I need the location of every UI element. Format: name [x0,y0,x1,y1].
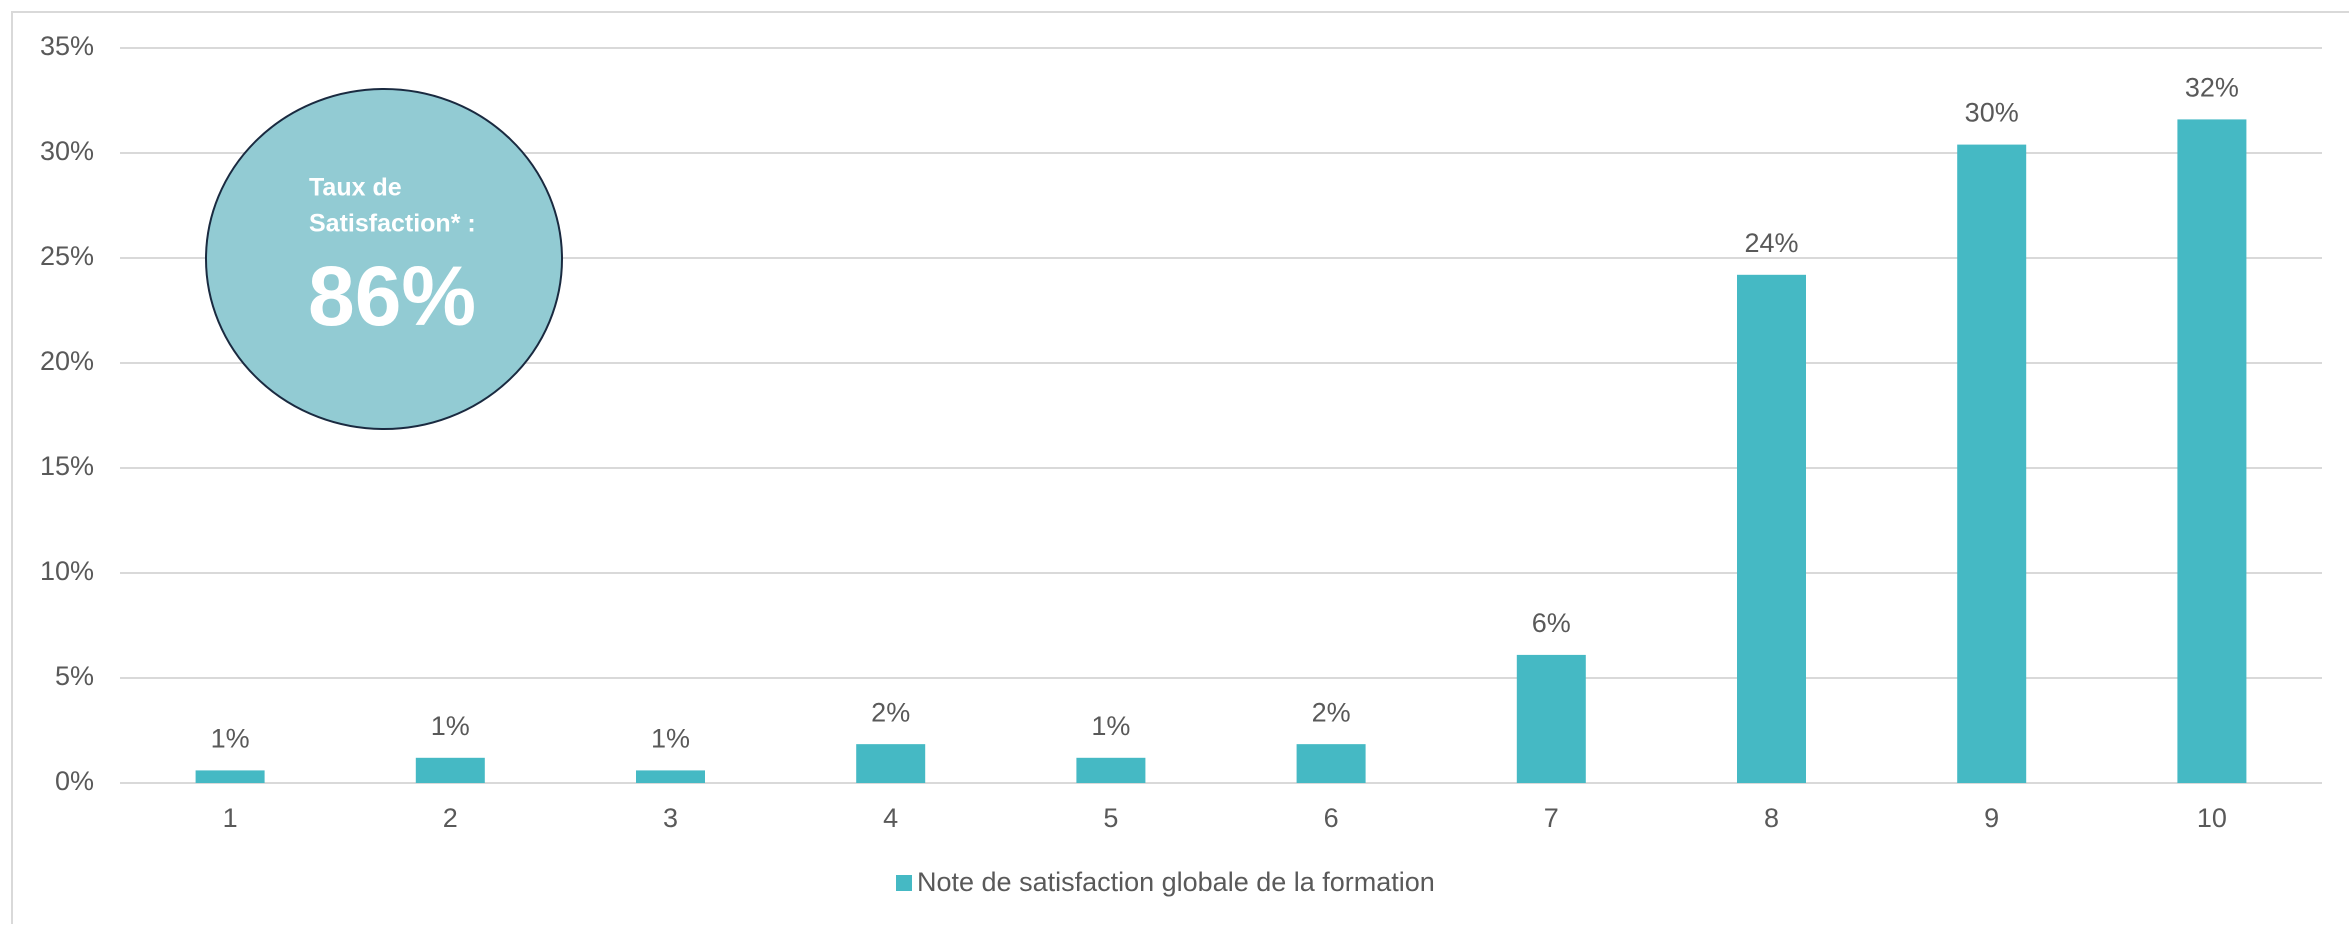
y-tick-label: 20% [40,346,94,376]
data-label: 30% [1965,98,2019,128]
x-tick-label: 8 [1764,803,1779,833]
x-tick-label: 9 [1984,803,1999,833]
y-tick-label: 10% [40,556,94,586]
data-label: 24% [1744,228,1798,258]
y-tick-label: 5% [55,661,94,691]
x-tick-label: 4 [883,803,898,833]
chart-frame [11,11,2349,924]
data-label: 1% [1091,711,1130,741]
annotation-highlight: 86% [308,249,476,343]
legend-swatch [896,875,912,891]
bar [1737,274,1806,783]
data-label: 1% [211,724,250,754]
bar [636,770,705,783]
bar [195,770,265,783]
bar [415,757,485,783]
x-tick-label: 7 [1544,803,1559,833]
annotation-circle [205,88,563,430]
y-tick-label: 30% [40,136,94,166]
bar [1957,144,2027,784]
data-label: 2% [1312,697,1351,727]
bar [856,744,926,783]
y-tick-label: 15% [40,451,94,481]
annotation-text: Taux de [309,174,402,202]
y-tick-label: 35% [40,31,94,61]
x-tick-label: 1 [223,803,238,833]
data-label: 6% [1532,608,1571,638]
x-tick-label: 10 [2197,803,2227,833]
data-label: 32% [2185,73,2239,103]
data-label: 1% [431,711,470,741]
x-tick-label: 2 [443,803,458,833]
bar [1516,654,1586,783]
data-label: 2% [871,697,910,727]
x-tick-label: 5 [1103,803,1118,833]
y-tick-label: 25% [40,241,94,271]
legend-label: Note de satisfaction globale de la forma… [917,867,1435,897]
y-tick-label: 0% [55,766,94,796]
data-label: 1% [651,724,690,754]
annotation-text: Satisfaction* : [309,210,476,238]
x-tick-label: 6 [1324,803,1339,833]
bar [1076,757,1146,783]
bar [2177,119,2247,783]
bar [1296,744,1366,783]
x-tick-label: 3 [663,803,678,833]
